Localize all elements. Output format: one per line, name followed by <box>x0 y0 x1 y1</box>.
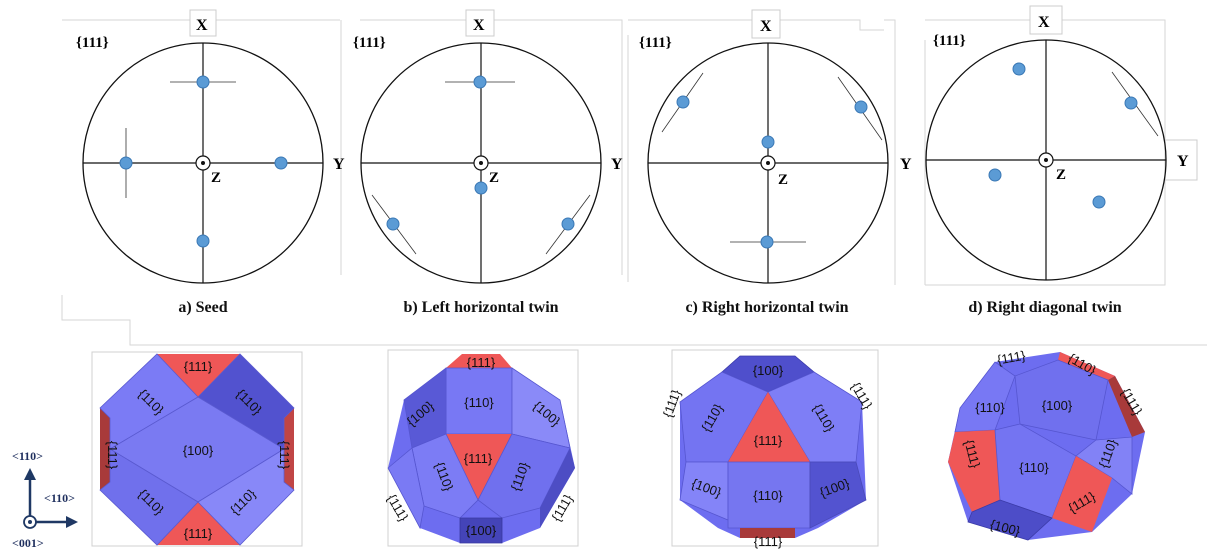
axis-right-label: <110> <box>44 491 75 505</box>
face <box>1014 359 1109 441</box>
face <box>1108 376 1145 437</box>
pole <box>988 168 1002 182</box>
pole <box>761 135 775 149</box>
pole <box>474 181 488 195</box>
axis-up-label: <110> <box>12 449 43 463</box>
pole <box>196 234 210 248</box>
caption: d) Right diagonal twin <box>968 299 1121 316</box>
face-label: {111} <box>184 359 213 374</box>
face <box>446 434 512 500</box>
arrow-right-icon <box>66 516 78 528</box>
y-label: Y <box>1177 153 1189 170</box>
z-label: Z <box>211 170 221 186</box>
caption: c) Right horizontal twin <box>685 299 848 316</box>
face-label: {111} <box>277 441 292 470</box>
x-label: X <box>196 17 208 34</box>
family-label: {111} <box>933 33 966 49</box>
family-label: {111} <box>353 35 386 51</box>
axes-indicator: <110> <110> <001> <box>12 449 78 550</box>
face <box>99 448 199 546</box>
pole <box>473 75 487 89</box>
face <box>477 433 571 519</box>
face-label: {100} <box>466 523 497 538</box>
face <box>740 528 795 538</box>
y-label: Y <box>900 156 912 173</box>
face <box>100 408 110 490</box>
face <box>459 517 503 544</box>
axis-out-label: <001> <box>12 536 44 550</box>
pole <box>196 75 210 89</box>
stereonet-b: {111} X Y Z b) Left horizontal twin <box>353 9 623 316</box>
crystal-right-horizontal-twin: {100} {110} {110} {111} {111} {111} {100… <box>660 349 879 549</box>
caption: b) Left horizontal twin <box>403 299 558 316</box>
face-label: {111} <box>961 438 983 470</box>
face-label: {100} <box>1042 398 1073 413</box>
crystal-seed: {111} {110} {110} {111} {100} {111} {110… <box>91 351 303 547</box>
face <box>157 354 240 397</box>
caption: a) Seed <box>178 299 227 316</box>
pole <box>1092 195 1106 209</box>
stereonet-d: {111} X Y Z d) Right diagonal twin <box>925 5 1198 316</box>
pole <box>386 217 400 231</box>
face <box>728 392 810 462</box>
pole <box>561 217 575 231</box>
face-label: {111} <box>467 355 496 370</box>
stereonet-a: {111} X Y Z a) Seed <box>76 9 345 316</box>
face <box>197 448 295 546</box>
crystal-left-horizontal-twin: {111} {110} {100} {100} {111} {110} {110… <box>384 349 579 547</box>
face <box>954 361 1016 433</box>
face <box>967 499 1053 541</box>
face-label: {100} <box>183 443 214 458</box>
face <box>284 408 294 490</box>
pole <box>119 156 133 170</box>
face <box>540 448 575 528</box>
crystal-right-diagonal-twin: {111} {110} {111} {110} {100} {111} {110… <box>948 348 1146 541</box>
x-label: X <box>473 17 485 34</box>
stereonet-c: {111} X Y Z c) Right horizontal twin <box>639 9 912 316</box>
face-label: {110} <box>464 395 494 410</box>
x-label: X <box>760 18 772 35</box>
face <box>1075 436 1133 495</box>
pole <box>760 235 774 249</box>
y-label: Y <box>611 156 623 173</box>
y-label: Y <box>333 156 345 173</box>
face-label: {111} <box>996 348 1027 368</box>
face-label: {111} <box>105 441 120 470</box>
frame-lines <box>61 19 1207 346</box>
face <box>1058 352 1115 380</box>
face <box>948 430 1000 512</box>
face-label: {110} <box>753 488 783 503</box>
face-label: {111} <box>754 433 783 448</box>
face-label: {110} <box>975 400 1005 415</box>
z-label: Z <box>778 172 788 188</box>
pole <box>1124 96 1138 110</box>
z-label: Z <box>1056 167 1066 183</box>
face-label: {111} <box>754 534 783 549</box>
face-label: {100} <box>753 363 784 378</box>
family-label: {111} <box>76 35 109 51</box>
pole <box>1012 62 1026 76</box>
family-label: {111} <box>639 35 672 51</box>
face <box>446 354 512 368</box>
face <box>157 502 240 545</box>
face <box>809 461 867 529</box>
face <box>1052 456 1112 532</box>
face-label: {110} <box>1019 460 1049 475</box>
pole <box>274 156 288 170</box>
arrow-up-icon <box>24 468 36 480</box>
pole <box>854 100 868 114</box>
x-label: X <box>1038 14 1050 31</box>
z-label: Z <box>489 170 499 186</box>
face-label: {111} <box>184 526 213 541</box>
face <box>197 353 295 450</box>
face-label: {111} <box>464 451 493 466</box>
face <box>99 353 199 450</box>
pole <box>676 95 690 109</box>
face <box>387 447 425 530</box>
